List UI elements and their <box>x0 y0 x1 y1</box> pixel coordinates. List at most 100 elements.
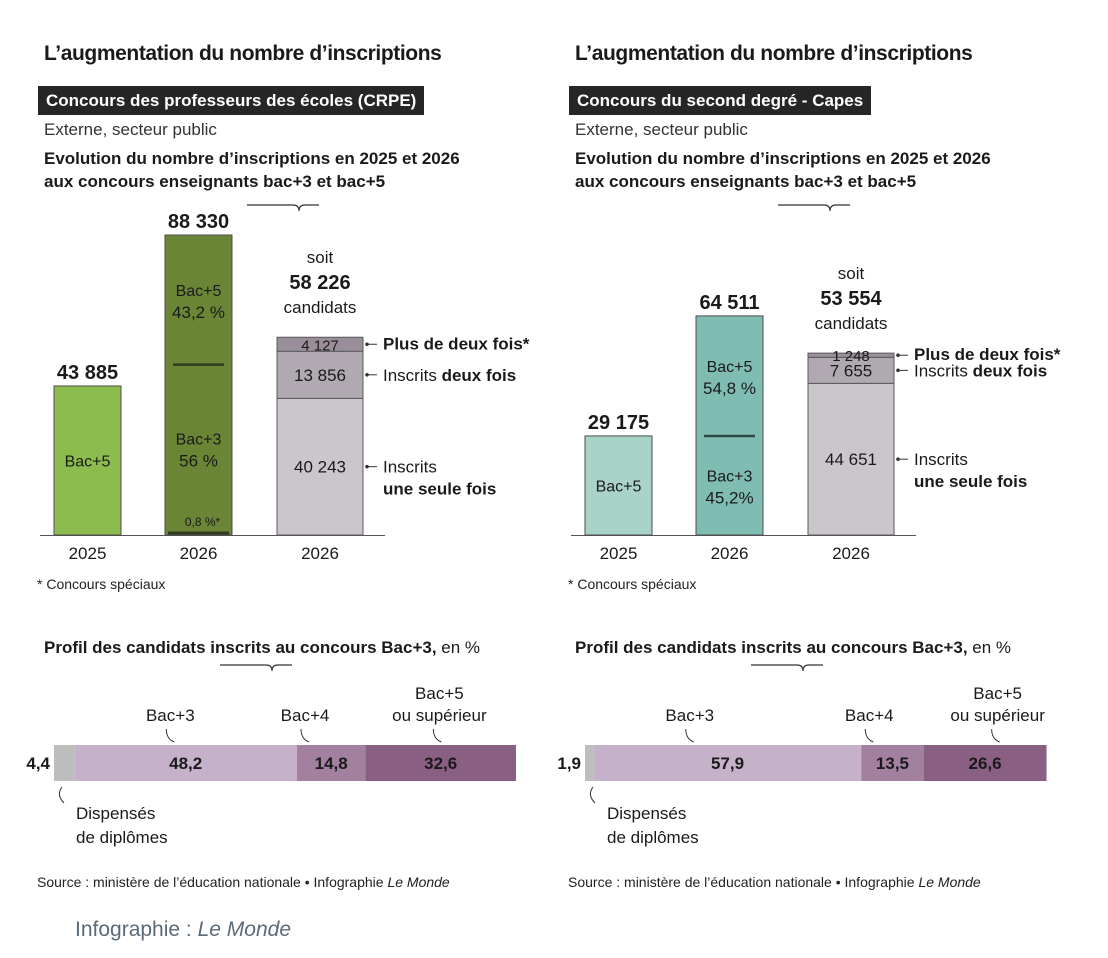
bar-2025-label: Bac+5 <box>65 453 111 470</box>
candidates-seg-once-value: 44 651 <box>825 450 877 469</box>
legend-twice-text: Inscrits <box>383 366 442 385</box>
profile-label-3-line2: ou supérieur <box>392 706 487 725</box>
bar-2026-bac5-pct: 43,2 % <box>172 303 225 322</box>
candidates-prefix: soit <box>307 248 334 267</box>
candidates-seg-more-value: 4 127 <box>301 337 339 354</box>
profile-value-0: 1,9 <box>557 754 581 773</box>
leader-dot-seg-more <box>365 342 369 347</box>
candidates-suffix: candidats <box>284 298 357 317</box>
profile-label-0-line2: de diplômes <box>607 828 699 847</box>
legend-twice: Inscrits deux fois <box>914 361 1047 380</box>
bar-2025-label: Bac+5 <box>596 478 642 495</box>
profile-segment-1 <box>74 745 298 781</box>
candidates-seg-twice-value: 7 655 <box>830 361 873 380</box>
exam-badge: Concours du second degré - Capes <box>569 86 872 115</box>
leader-dot-seg-twice <box>896 368 900 373</box>
bar-candidates-seg-twice <box>807 356 895 384</box>
source-text: Source : ministère de l’éducation nation… <box>568 874 915 890</box>
bar-2026-bac3-label: Bac+3 <box>176 432 222 449</box>
profile-label-1-line1: Bac+3 <box>146 706 195 725</box>
bar-candidates-seg-more <box>807 352 895 358</box>
chart-title: L’augmentation du nombre d’inscriptions <box>575 42 973 65</box>
profile-value-1: 57,9 <box>711 754 744 773</box>
chart-title: L’augmentation du nombre d’inscriptions <box>44 42 442 65</box>
profile-segment-1 <box>593 745 862 781</box>
leader-dot-seg-more <box>896 353 900 358</box>
profile-title: Profil des candidats inscrits au concour… <box>44 638 480 658</box>
profile-pointer-1 <box>685 728 694 743</box>
legend-once-text: Inscrits <box>914 450 968 469</box>
profile-label-3-line1: Bac+5 <box>973 684 1022 703</box>
bar-candidates-seg-more <box>276 336 364 352</box>
candidates-total: 53 554 <box>820 288 882 310</box>
credit-line: Infographie : Le Monde <box>75 918 291 942</box>
profile-title-unit: en % <box>441 638 481 657</box>
callout-tick <box>778 204 850 212</box>
profile-segment-3 <box>923 745 1047 781</box>
bar-2026-bac3-pct: 56 % <box>179 452 218 471</box>
source-line: Source : ministère de l’éducation nation… <box>568 874 981 890</box>
chart-subtitle: Externe, secteur public <box>44 120 217 139</box>
profile-pointer-2 <box>300 728 310 743</box>
x-label-2026-candidates: 2026 <box>832 544 870 563</box>
footnote: * Concours spéciaux <box>568 576 697 592</box>
bar-2025-value: 43 885 <box>57 362 118 384</box>
profile-label-0-line1: Dispensés <box>76 804 155 823</box>
callout-tick <box>751 664 823 672</box>
profile-title-text: Profil des candidats inscrits au concour… <box>575 638 968 657</box>
chart-heading-line2: aux concours enseignants bac+3 et bac+5 <box>44 172 386 191</box>
bar-2026-special-pct: 0,8 %* <box>185 515 221 529</box>
source-brand: Le Monde <box>918 874 981 890</box>
profile-label-3-line2: ou supérieur <box>950 706 1045 725</box>
profile-pointer-0 <box>589 786 596 804</box>
bar-2026-value: 64 511 <box>699 292 759 314</box>
profile-pointer-3 <box>432 728 442 743</box>
chart-subtitle: Externe, secteur public <box>575 120 748 139</box>
callout-tick <box>247 204 319 212</box>
exam-badge: Concours des professeurs des écoles (CRP… <box>38 86 425 115</box>
source-brand: Le Monde <box>387 874 450 890</box>
profile-value-0: 4,4 <box>26 754 50 773</box>
chart-heading: Evolution du nombre d’inscriptions en 20… <box>575 147 991 193</box>
profile-label-2-line1: Bac+4 <box>845 706 894 725</box>
profile-pointer-2 <box>864 728 874 743</box>
profile-segment-3 <box>365 745 516 781</box>
panel-crpe: L’augmentation du nombre d’inscriptions … <box>0 0 540 900</box>
bar-2026-bac5-label: Bac+5 <box>707 359 753 376</box>
candidates-total: 58 226 <box>289 272 350 294</box>
profile-label-1-line1: Bac+3 <box>665 706 714 725</box>
profile-pointer-3 <box>991 728 1000 743</box>
profile-title: Profil des candidats inscrits au concour… <box>575 638 1011 658</box>
bar-2025-value: 29 175 <box>588 412 649 434</box>
bar-2025 <box>584 435 653 536</box>
source-text: Source : ministère de l’éducation nation… <box>37 874 384 890</box>
callout-tick <box>220 664 292 672</box>
chart-heading-line1: Evolution du nombre d’inscriptions en 20… <box>575 149 991 168</box>
leader-dot-seg-once <box>365 464 369 469</box>
profile-title-text: Profil des candidats inscrits au concour… <box>44 638 437 657</box>
x-label-2025: 2025 <box>69 544 107 563</box>
panel-capes: L’augmentation du nombre d’inscriptions … <box>531 0 1071 900</box>
bar-2026-value: 88 330 <box>168 211 229 233</box>
profile-value-3: 32,6 <box>424 754 457 773</box>
bar-2026 <box>164 234 233 536</box>
legend-twice-text: Inscrits <box>914 361 973 380</box>
profile-label-0-line1: Dispensés <box>607 804 686 823</box>
profile-pointer-1 <box>165 728 175 743</box>
legend-twice-bold: deux fois <box>442 366 517 385</box>
x-label-2026-candidates: 2026 <box>301 544 339 563</box>
bar-candidates-seg-once <box>276 397 364 536</box>
profile-segment-2 <box>861 745 924 781</box>
bar-chart-crpe: 43 885 Bac+5 2025 88 330 Bac+5 43,2 % Bac+3 56 … <box>26 204 530 847</box>
profile-value-3: 26,6 <box>969 754 1002 773</box>
profile-segment-2 <box>297 745 366 781</box>
profile-title-unit: en % <box>972 638 1012 657</box>
candidates-prefix: soit <box>838 264 865 283</box>
bar-2025 <box>53 385 122 536</box>
bar-chart-capes: 29 175 Bac+5 2025 64 511 Bac+5 54,8 % Bac+3 45,… <box>557 204 1061 847</box>
legend-once-bold: une seule fois <box>383 480 496 499</box>
legend-once-text: Inscrits <box>383 458 437 477</box>
candidates-seg-twice-value: 13 856 <box>294 366 346 385</box>
chart-heading-line1: Evolution du nombre d’inscriptions en 20… <box>44 149 460 168</box>
legend-twice-bold: deux fois <box>973 361 1048 380</box>
